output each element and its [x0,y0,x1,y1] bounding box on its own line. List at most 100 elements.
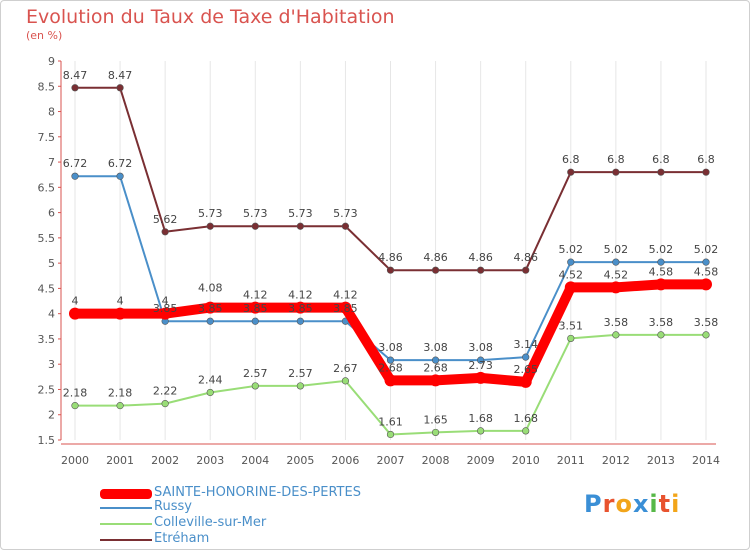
series-point-1 [522,353,530,361]
legend-item-etreham: Etréham [100,531,420,548]
x-tick-label: 2009 [467,454,495,467]
series-point-3 [567,168,575,176]
x-tick-label: 2012 [602,454,630,467]
y-tick-label: 7.5 [38,131,56,144]
series-point-3 [251,222,259,230]
legend-item-sainte-honorine: SAINTE-HONORINE-DES-PERTES [100,485,420,502]
series-point-1 [657,258,665,266]
series-point-0 [654,278,667,291]
data-label: 2.18 [63,387,88,400]
chart-title: Evolution du Taux de Taxe d'Habitation [26,6,395,28]
y-tick-label: 4 [48,308,55,321]
series-point-2 [431,428,440,437]
series-point-0 [429,374,442,387]
logo-letter: o [615,490,633,518]
data-label: 4.58 [649,265,674,278]
data-label: 1.68 [468,412,493,425]
data-label: 2.57 [288,367,313,380]
data-label: 3.85 [333,302,358,315]
y-tick-label: 3 [48,358,55,371]
data-label: 4.86 [468,251,493,264]
x-tick-label: 2007 [377,454,405,467]
x-tick-label: 2005 [286,454,314,467]
series-point-1 [477,356,485,364]
data-label: 5.62 [153,213,178,226]
series-point-2 [251,382,259,390]
data-label: 5.02 [559,243,584,256]
legend-label-colleville: Colleville-sur-Mer [154,515,267,530]
series-point-3 [71,84,79,92]
chart-subtitle: (en %) [26,29,63,42]
data-label: 4.58 [694,265,719,278]
data-label: 3.14 [513,338,538,351]
y-tick-label: 2.5 [38,383,56,396]
series-point-3 [657,168,665,176]
data-label: 6.8 [652,153,670,166]
data-label: 6.8 [607,153,625,166]
logo-letter: t [658,490,672,518]
series-point-1 [206,317,214,325]
series-point-0 [114,307,127,320]
y-tick-label: 8.5 [38,80,56,93]
legend-label-sainte-honorine: SAINTE-HONORINE-DES-PERTES [154,485,361,500]
series-point-3 [477,266,485,274]
x-tick-label: 2013 [647,454,675,467]
logo-letter: P [584,490,603,518]
series-point-1 [71,172,79,180]
data-label: 6.8 [697,153,715,166]
series-point-2 [567,334,575,343]
y-tick-label: 2 [48,409,55,422]
x-tick-label: 2004 [241,454,269,467]
data-label: 5.73 [243,207,268,220]
series-point-1 [116,172,124,180]
series-point-2 [161,400,169,408]
data-label: 2.68 [378,361,403,374]
data-label: 2.18 [108,387,133,400]
data-label: 8.47 [108,69,133,82]
series-point-0 [564,281,577,294]
data-label: 5.73 [333,207,358,220]
data-label: 5.73 [198,207,223,220]
data-label: 5.02 [649,243,674,256]
x-tick-label: 2014 [692,454,720,467]
legend-swatch-russy [100,507,152,509]
y-tick-label: 1.5 [38,434,56,447]
data-label: 3.85 [198,302,223,315]
data-label: 3.08 [468,341,493,354]
series-point-1 [251,317,259,325]
series-point-3 [386,266,395,274]
x-tick-label: 2006 [331,454,359,467]
data-label: 4.08 [198,282,223,295]
data-label: 5.02 [694,243,719,256]
y-tick-label: 8 [48,106,55,119]
series-point-2 [612,331,620,339]
proxiti-logo: Proxiti [584,490,680,518]
series-point-2 [341,377,350,385]
legend-label-russy: Russy [154,499,192,514]
legend-swatch-colleville [100,523,152,525]
x-tick-label: 2008 [422,454,450,467]
x-tick-label: 2010 [512,454,540,467]
x-tick-label: 2001 [106,454,134,467]
x-tick-label: 2000 [61,454,89,467]
data-label: 1.61 [378,415,403,428]
x-tick-label: 2011 [557,454,585,467]
data-label: 3.58 [604,316,629,329]
series-point-2 [116,402,124,410]
series-point-1 [567,258,575,266]
data-label: 4 [117,295,124,308]
series-point-3 [116,84,124,92]
series-point-2 [522,427,530,435]
y-tick-label: 4.5 [38,282,56,295]
data-label: 6.72 [108,157,133,170]
series-point-1 [702,258,710,266]
logo-letter: x [632,490,650,518]
data-label: 4.12 [243,289,268,302]
x-tick-label: 2002 [151,454,179,467]
series-point-2 [657,331,665,339]
legend-swatch-etreham [100,539,152,541]
series-point-2 [477,427,485,435]
data-label: 6.72 [63,157,88,170]
series-point-0 [69,307,81,320]
